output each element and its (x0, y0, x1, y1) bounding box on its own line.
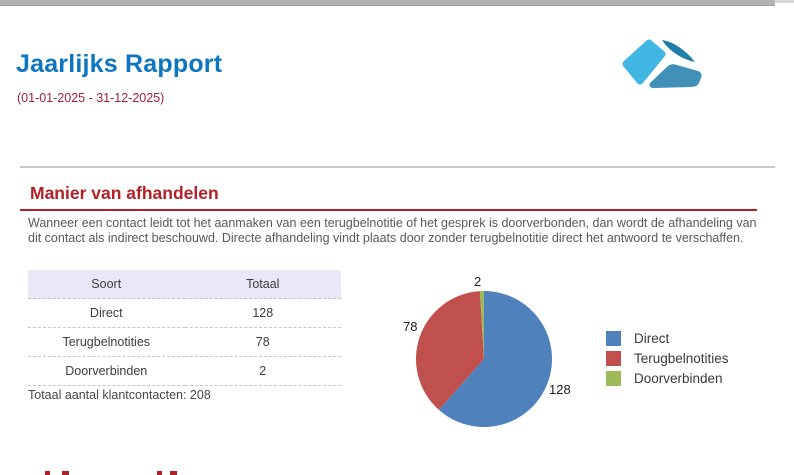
cell-soort: Doorverbinden (28, 356, 185, 386)
section-heading: Manier van afhandelen (30, 183, 219, 203)
cell-soort: Direct (28, 298, 185, 328)
handling-table: Soort Totaal Direct 128 Terugbelnotities 78… (28, 270, 341, 386)
pie-data-label-terugbelnotities: 78 (403, 319, 418, 334)
pie-chart (415, 290, 553, 427)
window-top-bar-edge (775, 0, 794, 3)
legend-label: Direct (634, 330, 670, 346)
pie-slice-direct (438, 291, 553, 427)
clipped-next-section-heading (0, 471, 300, 475)
header-divider (20, 166, 775, 168)
legend-swatch-icon (606, 350, 621, 366)
section-description: Wanneer een contact leidt tot het aanmak… (28, 216, 757, 245)
table-row: Terugbelnotities 78 (28, 327, 341, 357)
window-top-bar (0, 0, 775, 6)
table-row: Direct 128 (28, 298, 341, 328)
pie-data-label-doorverbinden: 2 (474, 274, 482, 289)
total-contacts-summary: Totaal aantal klantcontacten: 208 (28, 388, 211, 402)
handling-table-body: Direct 128 Terugbelnotities 78 Doorverbinden… (28, 298, 341, 386)
cell-totaal: 2 (184, 356, 341, 386)
legend-swatch-icon (606, 330, 621, 346)
legend-item-terugbelnotities: Terugbelnotities (606, 348, 729, 368)
table-row: Doorverbinden 2 (28, 356, 341, 386)
pie-slice-terugbelnotities (415, 291, 484, 410)
cell-totaal: 128 (184, 298, 341, 328)
legend-label: Terugbelnotities (634, 350, 729, 366)
legend-label: Doorverbinden (634, 370, 723, 386)
legend-item-direct: Direct (606, 328, 729, 348)
page-title: Jaarlijks Rapport (16, 50, 223, 78)
column-header-soort: Soort (28, 270, 185, 299)
column-header-totaal: Totaal (184, 270, 341, 299)
section-heading-underline (20, 209, 757, 211)
report-date-range: (01-01-2025 - 31-12-2025) (17, 91, 165, 105)
legend-swatch-icon (606, 370, 621, 386)
table-header-row: Soort Totaal (28, 270, 341, 299)
pie-slice-doorverbinden (479, 290, 484, 359)
legend-item-doorverbinden: Doorverbinden (606, 368, 729, 388)
pie-data-label-direct: 128 (549, 382, 571, 397)
cell-soort: Terugbelnotities (28, 327, 185, 357)
cell-totaal: 78 (184, 327, 341, 357)
chart-legend: Direct Terugbelnotities Doorverbinden (606, 328, 729, 388)
company-logo-icon (622, 39, 702, 88)
